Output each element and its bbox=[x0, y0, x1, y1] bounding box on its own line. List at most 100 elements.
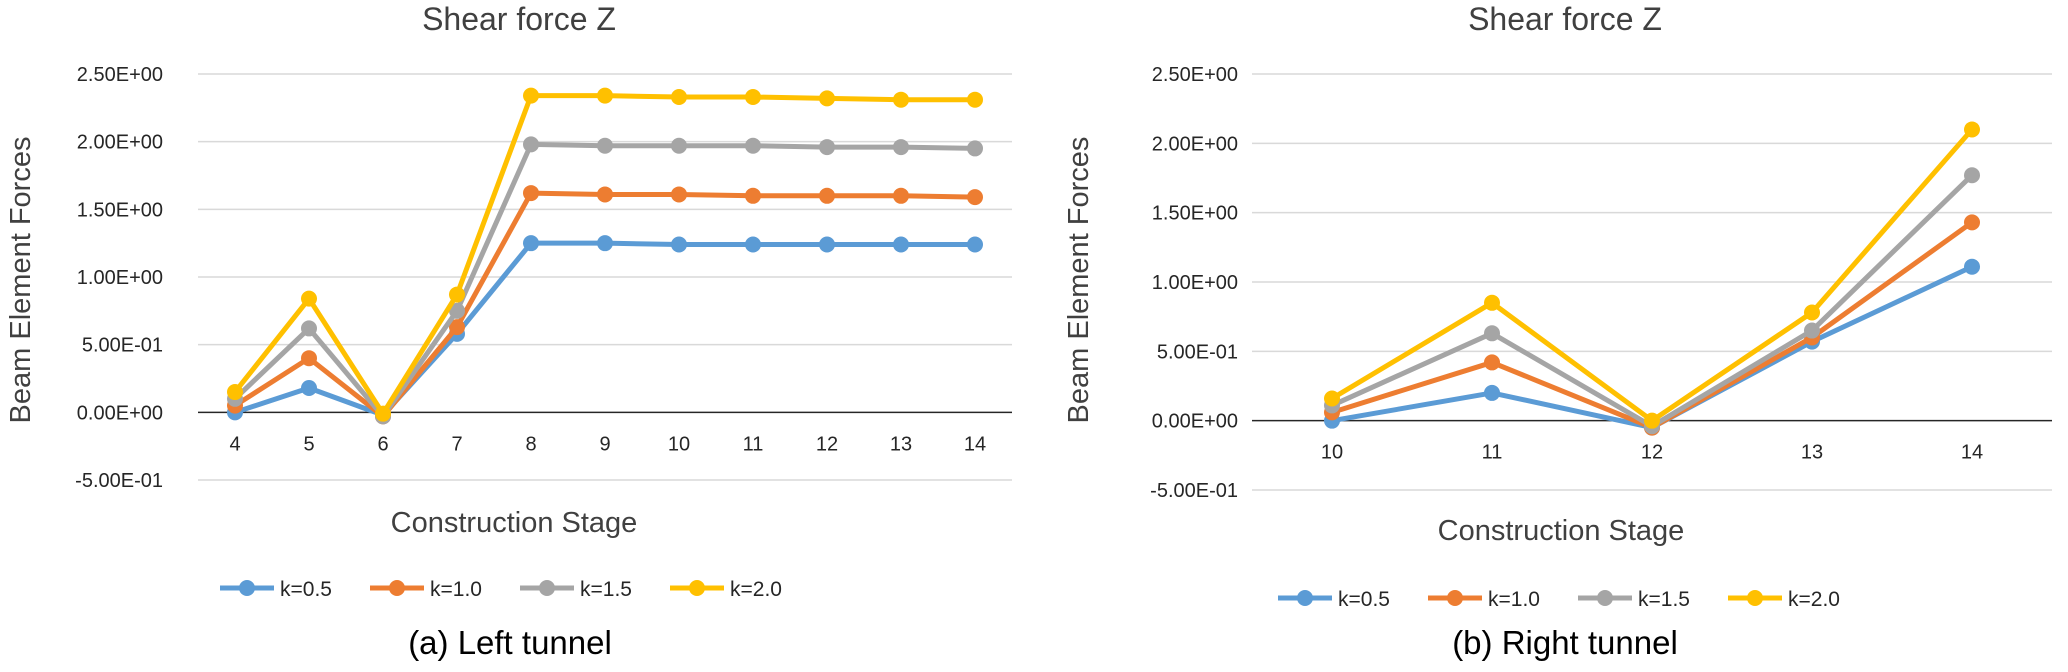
x-tick-label: 5 bbox=[303, 433, 314, 455]
x-tick-label: 14 bbox=[964, 433, 986, 455]
y-tick-label: 1.00E+00 bbox=[1152, 272, 1238, 294]
x-tick-label: 13 bbox=[1801, 442, 1823, 464]
x-tick-label: 7 bbox=[451, 433, 462, 455]
x-tick-label: 14 bbox=[1961, 442, 1983, 464]
legend-item: k=2.0 bbox=[670, 578, 782, 601]
data-point bbox=[1964, 214, 1980, 231]
data-point bbox=[1964, 167, 1980, 184]
legend-marker bbox=[1297, 590, 1313, 606]
data-point bbox=[893, 236, 909, 253]
y-axis-title: Beam Element Forces bbox=[5, 137, 37, 424]
data-point bbox=[967, 189, 983, 206]
data-point bbox=[745, 137, 761, 154]
y-tick-label: 1.00E+00 bbox=[77, 267, 163, 289]
legend-item: k=0.5 bbox=[220, 578, 332, 601]
series-k=1.0 bbox=[1324, 214, 1980, 436]
data-point bbox=[523, 235, 539, 252]
y-tick-label: 2.00E+00 bbox=[1152, 133, 1238, 155]
x-tick-label: 13 bbox=[890, 433, 912, 455]
y-tick-label: 2.50E+00 bbox=[1152, 64, 1238, 86]
legend-item: k=1.0 bbox=[1428, 588, 1540, 611]
x-tick-label: 9 bbox=[599, 433, 610, 455]
series-k=2.0 bbox=[1324, 121, 1980, 429]
legend-marker bbox=[539, 580, 555, 596]
data-point bbox=[1804, 304, 1820, 321]
legend-marker bbox=[689, 580, 705, 596]
y-tick-label: 5.00E-01 bbox=[82, 335, 163, 357]
data-point bbox=[523, 136, 539, 153]
y-tick-label: -5.00E-01 bbox=[75, 470, 163, 492]
series-k=0.5 bbox=[227, 235, 983, 424]
data-point bbox=[375, 405, 391, 422]
data-point bbox=[819, 139, 835, 156]
y-tick-label: 0.00E+00 bbox=[1152, 411, 1238, 433]
data-point bbox=[671, 236, 687, 253]
x-tick-label: 6 bbox=[377, 433, 388, 455]
y-tick-label: -5.00E-01 bbox=[1150, 480, 1238, 502]
x-tick-label: 4 bbox=[229, 433, 240, 455]
y-tick-label: 2.00E+00 bbox=[77, 132, 163, 154]
legend-marker bbox=[1447, 590, 1463, 606]
legend-label: k=2.0 bbox=[1788, 588, 1840, 611]
data-point bbox=[227, 384, 243, 401]
data-point bbox=[893, 187, 909, 204]
legend-label: k=1.0 bbox=[430, 578, 482, 601]
legend-marker bbox=[1597, 590, 1613, 606]
data-point bbox=[819, 236, 835, 253]
x-axis-title: Construction Stage bbox=[391, 507, 638, 539]
legend-label: k=2.0 bbox=[730, 578, 782, 601]
x-tick-label: 12 bbox=[1641, 442, 1663, 464]
y-tick-label: 0.00E+00 bbox=[77, 402, 163, 424]
data-point bbox=[597, 87, 613, 104]
legend-item: k=1.5 bbox=[1578, 588, 1690, 611]
data-point bbox=[301, 350, 317, 367]
data-point bbox=[449, 319, 465, 336]
legend-label: k=0.5 bbox=[1338, 588, 1390, 611]
legend-label: k=1.5 bbox=[1638, 588, 1690, 611]
data-point bbox=[1964, 121, 1980, 138]
x-tick-label: 10 bbox=[1321, 442, 1343, 464]
data-point bbox=[967, 140, 983, 157]
series-k=1.5 bbox=[1324, 167, 1980, 435]
y-tick-label: 1.50E+00 bbox=[77, 199, 163, 221]
data-point bbox=[301, 290, 317, 307]
data-point bbox=[1644, 412, 1660, 429]
data-point bbox=[967, 91, 983, 108]
data-point bbox=[1484, 384, 1500, 401]
series-line bbox=[1330, 127, 1974, 424]
series-line bbox=[233, 141, 976, 419]
x-axis-title: Construction Stage bbox=[1438, 515, 1685, 547]
series-k=1.0 bbox=[227, 185, 983, 425]
series-line bbox=[1331, 220, 1974, 431]
legend-marker bbox=[239, 580, 255, 596]
figure-caption: (a) Left tunnel bbox=[408, 624, 612, 661]
legend-label: k=1.0 bbox=[1488, 588, 1540, 611]
chart-title: Shear force Z bbox=[422, 1, 616, 37]
data-point bbox=[1324, 390, 1340, 407]
x-tick-label: 11 bbox=[743, 433, 764, 455]
data-point bbox=[671, 89, 687, 106]
data-point bbox=[597, 137, 613, 154]
y-tick-label: 2.50E+00 bbox=[77, 64, 163, 86]
data-point bbox=[819, 187, 835, 204]
data-point bbox=[449, 302, 465, 319]
data-point bbox=[967, 236, 983, 253]
legend-marker bbox=[389, 580, 405, 596]
data-point bbox=[671, 186, 687, 203]
data-point bbox=[1484, 294, 1500, 311]
x-tick-label: 10 bbox=[668, 433, 690, 455]
data-point bbox=[1804, 322, 1820, 339]
data-point bbox=[597, 235, 613, 252]
data-point bbox=[745, 236, 761, 253]
data-point bbox=[1484, 354, 1500, 371]
data-point bbox=[1484, 325, 1500, 342]
data-point bbox=[745, 89, 761, 106]
data-point bbox=[745, 187, 761, 204]
chart-title: Shear force Z bbox=[1468, 1, 1662, 37]
data-point bbox=[893, 139, 909, 156]
chart-left-tunnel: Shear force Z 2.50E+00 2.00E+00 1.50E+00 1.0… bbox=[5, 1, 1012, 661]
y-tick-label: 5.00E-01 bbox=[1157, 341, 1238, 363]
data-point bbox=[671, 137, 687, 154]
x-tick-label: 11 bbox=[1482, 442, 1503, 464]
